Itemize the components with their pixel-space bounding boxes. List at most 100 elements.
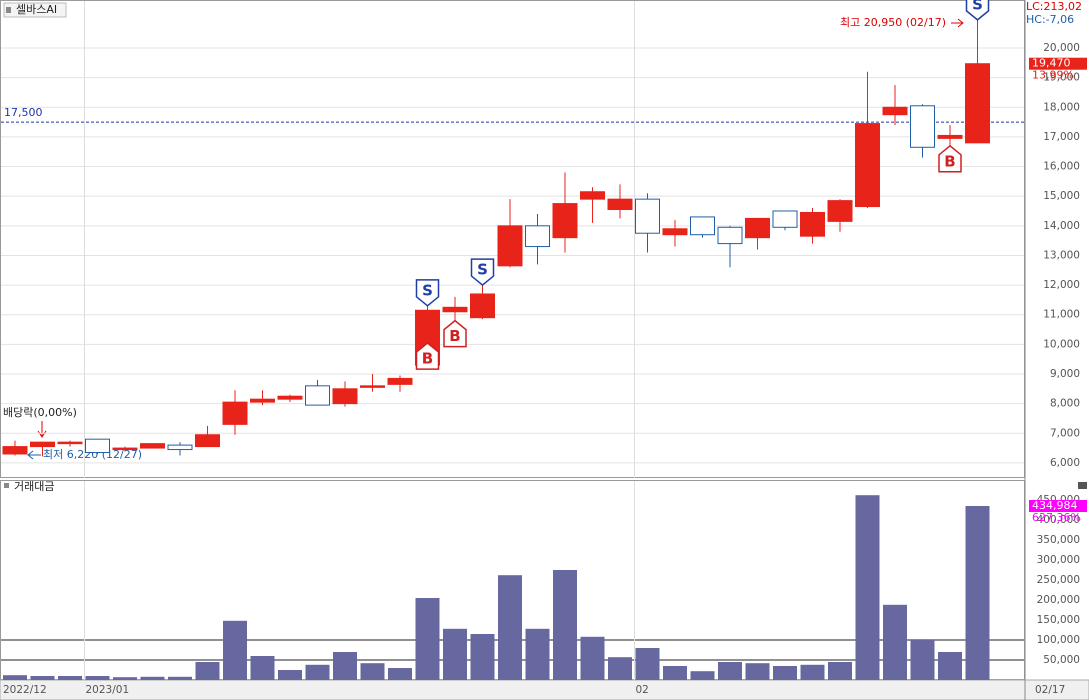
candle-body <box>222 401 248 425</box>
last-price-box <box>1029 57 1087 70</box>
volume-bar <box>250 656 275 680</box>
panel-button[interactable] <box>1078 482 1087 489</box>
low-arrow <box>27 450 41 460</box>
volume-bar <box>333 652 357 680</box>
x-axis-strip <box>0 679 1089 700</box>
y-tick-label: 13,000 <box>1043 249 1080 261</box>
dividend-label: 배당락(0,00%) <box>3 406 77 419</box>
volume-bar <box>360 663 385 680</box>
y-tick-label: 11,000 <box>1043 309 1080 321</box>
candle-body <box>360 385 385 388</box>
candle-body <box>607 198 633 211</box>
candle-body <box>855 123 880 208</box>
y-tick-label: 10,000 <box>1043 338 1080 350</box>
volume-bar <box>938 652 962 680</box>
y-tick-label: 12,000 <box>1043 279 1080 291</box>
y-tick-label: 7,000 <box>1050 427 1080 439</box>
volume-bar <box>30 676 55 680</box>
candle-body <box>525 225 550 248</box>
y-tick-label: 15,000 <box>1043 190 1080 202</box>
chart-title: 셀바스AI <box>16 3 57 16</box>
y-tick-label: 16,000 <box>1043 161 1080 173</box>
volume-bar <box>910 639 935 680</box>
volume-bar <box>3 675 27 680</box>
volume-bar <box>85 676 110 680</box>
candle-body <box>965 63 990 144</box>
volume-bar <box>415 598 440 680</box>
high-arrow <box>951 18 964 28</box>
volume-bar <box>195 662 220 680</box>
candle-body <box>112 447 138 451</box>
last-volume-box <box>1029 500 1087 513</box>
volume-bar <box>113 677 137 680</box>
candle-body <box>140 443 165 449</box>
x-tick-label: 2022/12 <box>3 684 47 696</box>
candle-body <box>662 228 688 236</box>
candle-body <box>937 134 963 139</box>
candle-body <box>800 211 825 237</box>
candle-body <box>167 444 193 451</box>
buy-marker <box>938 144 962 173</box>
volume-bar <box>690 671 715 680</box>
volume-bar <box>443 628 467 680</box>
candle-body <box>442 306 468 313</box>
volume-bar <box>553 570 577 680</box>
sell-label: S <box>422 281 433 299</box>
buy-label: B <box>422 350 433 368</box>
last-price: 19,470 <box>1032 57 1071 70</box>
volume-bar <box>745 663 770 680</box>
y-tick-label: 350,000 <box>1037 534 1080 546</box>
lc-label: LC:213,02 <box>1026 0 1082 13</box>
y-tick-label: 18,000 <box>1043 101 1080 113</box>
y-tick-label: 9,000 <box>1050 368 1080 380</box>
volume-bar <box>883 604 907 680</box>
sell-marker <box>415 279 440 307</box>
candle-body <box>305 385 330 406</box>
candle-body <box>690 216 715 236</box>
volume-bar <box>855 495 880 680</box>
reference-label: 17,500 <box>4 106 43 119</box>
volume-bar <box>388 668 412 680</box>
volume-bar <box>140 676 165 680</box>
sell-label: S <box>477 261 488 279</box>
sell-marker <box>965 0 990 21</box>
volume-bar <box>608 657 632 680</box>
candle-body <box>250 398 275 403</box>
y-tick-label: 400,000 <box>1037 514 1080 526</box>
candle-body <box>277 395 303 400</box>
volume-bar <box>305 664 330 680</box>
volume-bar <box>525 628 550 680</box>
cursor-date: 02/17 <box>1035 684 1065 696</box>
candle-body <box>552 203 578 239</box>
y-tick-label: 14,000 <box>1043 220 1080 232</box>
buy-marker <box>415 342 440 370</box>
last-volume-change: 627,36% <box>1032 511 1081 524</box>
volume-bar <box>965 506 990 680</box>
volume-bar <box>278 670 302 680</box>
last-volume: 434,984 <box>1032 499 1078 512</box>
icon <box>4 483 9 488</box>
volume-bar <box>580 636 605 680</box>
candle-body <box>772 210 798 228</box>
buy-marker <box>443 319 467 348</box>
candle-body <box>2 446 28 455</box>
volume-bar <box>663 666 687 680</box>
candle-body <box>57 441 83 445</box>
buy-label: B <box>449 327 460 345</box>
y-tick-label: 100,000 <box>1037 634 1080 646</box>
y-tick-label: 6,000 <box>1050 457 1080 469</box>
y-tick-label: 200,000 <box>1037 594 1080 606</box>
candle-body <box>332 388 358 405</box>
y-tick-label: 17,000 <box>1043 131 1080 143</box>
volume-bar <box>800 664 825 680</box>
candle-body <box>745 217 770 239</box>
candle-body <box>470 293 495 319</box>
y-tick-label: 20,000 <box>1043 42 1080 54</box>
last-change: 13,99% <box>1032 69 1074 82</box>
sell-label: S <box>972 0 983 13</box>
sell-marker <box>470 258 495 287</box>
buy-label: B <box>944 152 955 170</box>
volume-bar <box>635 648 660 680</box>
